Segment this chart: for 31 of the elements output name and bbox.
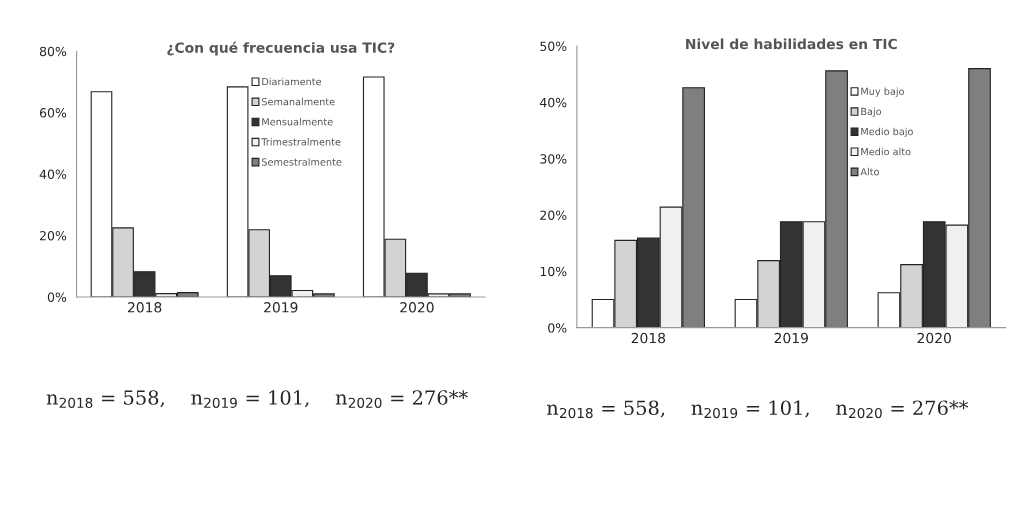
x-tick-label: 2020 bbox=[917, 332, 951, 344]
legend-label: Mensualmente bbox=[262, 117, 333, 126]
y-tick-label: 60% bbox=[39, 108, 67, 118]
x-tick-label: 2020 bbox=[400, 302, 434, 313]
x-tick-label: 2019 bbox=[264, 302, 298, 313]
y-tick-label: 0% bbox=[47, 292, 67, 302]
x-tick-label: 2019 bbox=[774, 332, 808, 344]
legend-label: Trimestralmente bbox=[261, 138, 341, 146]
legend-label: Diariamente bbox=[262, 77, 322, 86]
y-tick-label: 10% bbox=[540, 266, 567, 277]
legend-label: Semanalmente bbox=[261, 97, 335, 106]
chart-title: Nivel de habilidades en TIC bbox=[686, 38, 897, 50]
text: n$_{2018}$ = 558, n$_{2019}$ = 101, n$_{2020}$ = 276** bbox=[46, 390, 468, 408]
y-tick-label: 0% bbox=[548, 323, 567, 333]
x-tick-label: 2018 bbox=[631, 332, 666, 344]
chart-title: ¿Con qué frecuencia usa TIC? bbox=[167, 41, 395, 56]
legend-label: Bajo bbox=[861, 107, 882, 117]
legend-label: Alto bbox=[860, 167, 879, 176]
text: n$_{2018}$ = 558, n$_{2019}$ = 101, n$_{2020}$ = 276** bbox=[546, 400, 969, 419]
y-tick-label: 80% bbox=[39, 46, 67, 57]
y-tick-label: 20% bbox=[540, 210, 567, 220]
legend-label: Muy bajo bbox=[861, 87, 904, 97]
y-tick-label: 50% bbox=[540, 41, 567, 52]
legend-label: Semestralmente bbox=[261, 158, 342, 166]
y-tick-label: 40% bbox=[539, 97, 567, 108]
y-tick-label: 20% bbox=[39, 230, 67, 241]
legend-label: Medio bajo bbox=[861, 127, 913, 138]
legend-label: Medio alto bbox=[861, 147, 911, 156]
y-tick-label: 30% bbox=[540, 154, 567, 164]
y-tick-label: 40% bbox=[39, 169, 67, 180]
x-tick-label: 2018 bbox=[127, 302, 162, 313]
